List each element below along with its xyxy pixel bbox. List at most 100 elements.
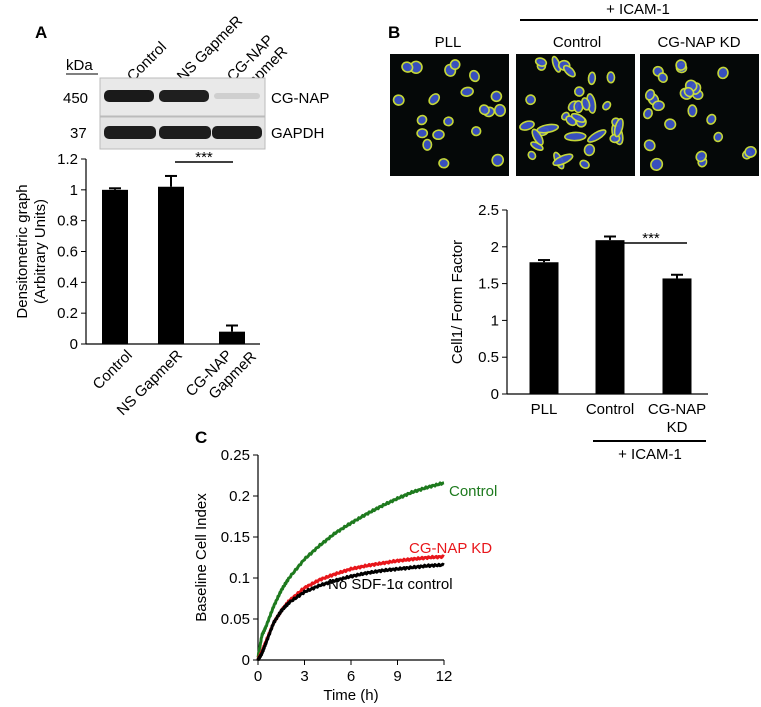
cell-control — [562, 64, 576, 78]
cell-cgnap-kd — [706, 113, 717, 125]
cell-pll — [490, 90, 503, 103]
line-c-ytick-label: 0.2 — [229, 488, 250, 505]
blot-protein-gapdh: GAPDH — [271, 125, 324, 142]
cell-pll — [449, 59, 461, 71]
bar-b-ytick-label: 1.5 — [478, 276, 499, 293]
line-c-ytick-label: 0.1 — [229, 570, 250, 587]
cell-pll — [416, 128, 429, 139]
micro-label-cgnap-kd: CG-NAP KD — [657, 34, 740, 51]
bar-chart-b: 0 0.5 1 1.5 2 2.5 Cell1/ Form Factor — [449, 202, 708, 403]
cell-cgnap-kd — [657, 72, 668, 83]
bar-b-ytick-label: 0 — [491, 386, 499, 403]
bar-b-xlabel-pll: PLL — [531, 401, 558, 418]
cell-pll — [416, 114, 428, 126]
line-c-xtick-label: 0 — [254, 668, 262, 685]
bar-b-xlabel-cgnap-kd: CG-NAP KD — [648, 401, 706, 436]
significance-bracket-a: *** — [175, 149, 233, 166]
cell-cgnap-kd — [687, 104, 698, 118]
blot-band-cgnap-kd — [214, 93, 260, 99]
blot-band-cgnap-control — [104, 90, 154, 102]
significance-stars-b: *** — [642, 230, 660, 247]
bar-b-bar — [529, 262, 559, 394]
cell-cgnap-kd — [713, 131, 724, 143]
line-label-no-sdf: No SDF-1α control — [328, 576, 453, 593]
panel-b-letter: B — [388, 23, 400, 42]
significance-bracket-b: *** — [615, 230, 687, 247]
cell-pll — [443, 116, 454, 127]
cell-cgnap-kd — [652, 100, 665, 112]
bar-a-bar — [102, 189, 128, 344]
western-blot — [99, 77, 266, 150]
cell-cgnap-kd — [695, 150, 707, 163]
cell-pll — [469, 69, 480, 83]
line-c-ytick-label: 0.25 — [221, 447, 250, 464]
bar-b-ytick-label: 1 — [491, 312, 499, 329]
line-c-ytick-label: 0.15 — [221, 529, 250, 546]
cell-control — [613, 117, 624, 138]
cell-control — [602, 100, 612, 111]
cell-control — [606, 71, 616, 84]
line-c-xtick-label: 6 — [347, 668, 355, 685]
cell-cgnap-kd — [744, 145, 757, 158]
cell-control — [580, 97, 591, 111]
bar-a-ytick-label: 0.4 — [57, 274, 78, 291]
bar-a-xlabel-control: Control — [90, 347, 136, 393]
cell-control — [534, 57, 548, 67]
icam-group-label: + ICAM-1 — [618, 446, 682, 463]
bar-a-xlabel-cgnap-gapmer: CG-NAPGapmeR — [183, 335, 260, 412]
bar-b-bar — [662, 278, 692, 394]
cell-control — [573, 86, 585, 97]
bar-b-ytick-label: 2 — [491, 239, 499, 256]
cell-cgnap-kd — [717, 66, 729, 80]
bar-a-bar — [158, 186, 184, 344]
bar-a-ytick-label: 1.2 — [57, 151, 78, 168]
cell-cgnap-kd — [675, 59, 687, 71]
cell-control — [525, 94, 536, 106]
bar-a-bar — [219, 331, 245, 344]
kda-header: kDa — [66, 57, 93, 74]
cell-control — [531, 128, 544, 146]
line-c-ylabel: Baseline Cell Index — [193, 493, 210, 622]
bar-a-ytick-label: 0.6 — [57, 244, 78, 261]
bar-a-ytick-label: 0.2 — [57, 305, 78, 322]
panel-a-letter: A — [35, 23, 47, 42]
cell-pll — [432, 129, 445, 141]
cell-control — [587, 129, 607, 143]
line-series-control — [256, 481, 445, 658]
line-c-xlabel: Time (h) — [323, 687, 378, 704]
line-label-control: Control — [449, 483, 497, 500]
cell-control — [570, 112, 586, 123]
line-c-ytick-label: 0 — [242, 652, 250, 669]
cell-cgnap-kd — [643, 108, 653, 120]
cell-control — [583, 143, 596, 157]
bar-a-ytick-label: 0 — [70, 336, 78, 353]
blot-protein-cgnap: CG-NAP — [271, 90, 329, 107]
line-c-xtick-label: 12 — [436, 668, 453, 685]
cell-control — [519, 120, 535, 131]
cell-pll — [493, 103, 507, 117]
cell-pll — [392, 94, 405, 106]
cell-cgnap-kd — [644, 88, 656, 101]
micrograph-cells — [392, 55, 757, 171]
bar-b-xlabel-control: Control — [586, 401, 634, 418]
cell-pll — [401, 61, 414, 73]
cell-pll — [438, 158, 450, 169]
significance-stars-a: *** — [195, 149, 213, 166]
line-c-xtick-label: 9 — [393, 668, 401, 685]
blot-band-cgnap-ns — [159, 90, 209, 102]
bar-a-ytick-label: 0.8 — [57, 213, 78, 230]
cell-pll — [471, 126, 482, 137]
blot-marker-450: 450 — [63, 90, 88, 107]
cell-cgnap-kd — [643, 139, 656, 152]
bar-b-bar — [595, 240, 625, 394]
line-c-ytick-label: 0.05 — [221, 611, 250, 628]
blot-marker-37: 37 — [70, 125, 87, 142]
cell-pll — [428, 93, 441, 106]
cell-control — [552, 153, 574, 167]
line-c-xtick-label: 3 — [300, 668, 308, 685]
blot-band-gapdh-ns — [159, 126, 211, 139]
cell-pll — [478, 104, 490, 116]
bar-b-ytick-label: 0.5 — [478, 349, 499, 366]
cell-cgnap-kd — [664, 118, 677, 131]
